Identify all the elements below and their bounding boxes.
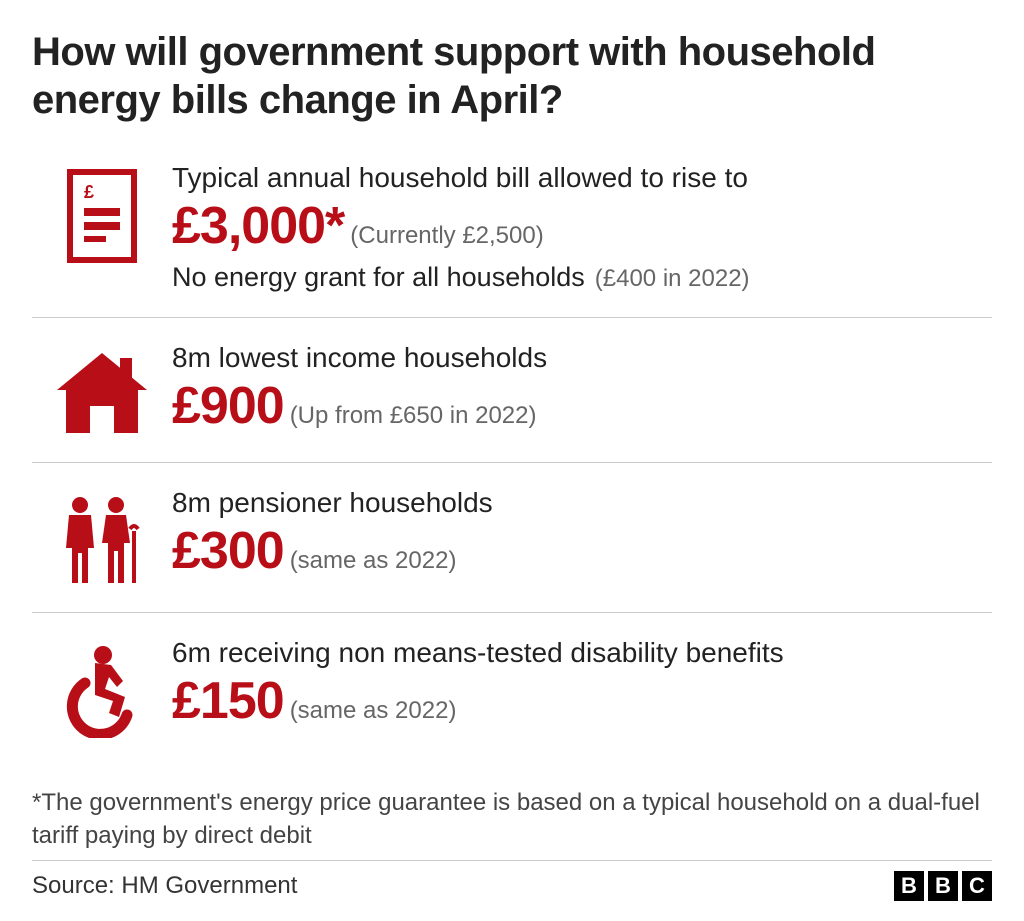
row-sub-main: No energy grant for all households [172, 262, 585, 293]
rows-container: £ Typical annual household bill allowed … [32, 160, 992, 781]
row-value: £150 [172, 673, 284, 730]
pensioners-icon [32, 485, 172, 588]
logo-letter: B [928, 871, 958, 901]
source-label: Source: HM Government [32, 872, 297, 900]
row-disability: 6m receiving non means-tested disability… [32, 613, 992, 762]
row-lowest-income: 8m lowest income households £900 (Up fro… [32, 318, 992, 463]
row-lead: Typical annual household bill allowed to… [172, 160, 992, 196]
row-paren: (same as 2022) [290, 697, 457, 725]
row-value: £300 [172, 523, 284, 580]
row-paren: (Currently £2,500) [350, 222, 543, 250]
row-pensioners: 8m pensioner households £300 (same as 20… [32, 463, 992, 613]
row-sub-paren: (£400 in 2022) [595, 265, 750, 293]
bill-icon: £ [32, 160, 172, 264]
row-lead: 8m pensioner households [172, 485, 992, 521]
row-lead: 6m receiving non means-tested disability… [172, 635, 992, 671]
svg-text:£: £ [84, 182, 94, 202]
bbc-logo: B B C [894, 871, 992, 901]
row-value: £900 [172, 378, 284, 435]
house-icon [32, 340, 172, 438]
footnote: *The government's energy price guarantee… [32, 787, 992, 852]
bottom-bar: Source: HM Government B B C [32, 860, 992, 901]
page-title: How will government support with househo… [32, 28, 992, 124]
row-lead: 8m lowest income households [172, 340, 992, 376]
row-paren: (Up from £650 in 2022) [290, 402, 537, 430]
row-energy-bill: £ Typical annual household bill allowed … [32, 160, 992, 318]
row-value: £3,000* [172, 198, 344, 255]
logo-letter: B [894, 871, 924, 901]
logo-letter: C [962, 871, 992, 901]
row-paren: (same as 2022) [290, 547, 457, 575]
wheelchair-icon [32, 635, 172, 738]
